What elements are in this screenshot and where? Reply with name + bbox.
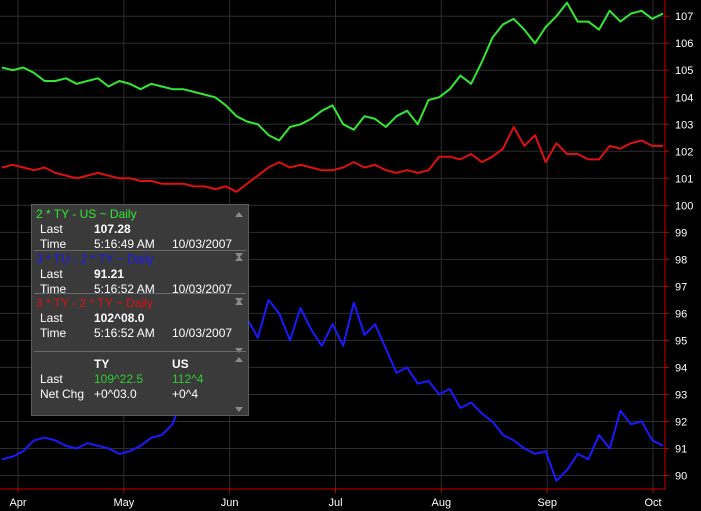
y-tick-label: 99 [675, 227, 687, 239]
series-3-time: 5:16:52 AM [94, 326, 155, 340]
series-line-3 [1, 126, 663, 193]
last-label: Last [40, 372, 63, 386]
expand-down-icon[interactable] [235, 253, 243, 258]
series-line-1 [1, 1, 664, 142]
ty-last-value: 109^22.5 [94, 372, 144, 386]
x-tick-label: Jul [328, 497, 342, 509]
chart-axes [0, 0, 669, 493]
series-1-time: 5:16:49 AM [94, 237, 155, 251]
time-label: Time [40, 326, 67, 340]
divider [34, 293, 246, 294]
x-tick-label: Aug [432, 497, 452, 509]
x-tick-label: Apr [9, 497, 26, 509]
collapse-up-icon[interactable] [235, 300, 243, 305]
us-net-chg-value: +0^4 [172, 387, 198, 401]
chart-series [1, 1, 664, 482]
series-3-last-value: 102^08.0 [94, 311, 145, 325]
y-tick-label: 103 [675, 119, 693, 131]
series-2-time: 5:16:52 AM [94, 282, 155, 296]
y-tick-label: 106 [675, 38, 693, 50]
axis-tick-labels: 90 91 92 93 94 95 96 97 98 99 100 101 102 103 104 105 10… [9, 11, 693, 509]
y-tick-label: 102 [675, 146, 693, 158]
series-2-title: 3 * TU - 2 * TY ~ Daily [36, 252, 154, 266]
y-tick-label: 93 [675, 389, 687, 401]
series-1-title: 2 * TY - US ~ Daily [36, 207, 137, 221]
series-3-title: 3 * TY - 2 * TY ~ Daily [36, 296, 153, 310]
y-tick-label: 105 [675, 65, 693, 77]
x-tick-label: Sep [537, 497, 557, 509]
series-2-date: 10/03/2007 [172, 282, 233, 296]
series-line-2 [1, 298, 664, 482]
divider [34, 351, 246, 352]
y-tick-label: 100 [675, 200, 693, 212]
net-chg-label: Net Chg [40, 387, 85, 401]
y-tick-label: 98 [675, 254, 687, 266]
series-3-date: 10/03/2007 [172, 326, 233, 340]
x-tick-label: Jun [221, 497, 239, 509]
last-label: Last [40, 267, 63, 281]
series-1-last-value: 107.28 [94, 222, 131, 236]
x-tick-label: May [113, 497, 134, 509]
y-tick-label: 96 [675, 308, 687, 320]
y-tick-label: 101 [675, 173, 693, 185]
expand-down-icon[interactable] [235, 348, 243, 353]
y-tick-label: 95 [675, 335, 687, 347]
time-label: Time [40, 282, 67, 296]
ty-net-chg-value: +0^03.0 [94, 387, 137, 401]
y-tick-label: 107 [675, 11, 693, 23]
collapse-up-icon[interactable] [235, 212, 243, 217]
data-window-panel[interactable]: 2 * TY - US ~ Daily Last 107.28 Time 5:16:… [31, 204, 249, 416]
y-tick-label: 92 [675, 416, 687, 428]
series-1-date: 10/03/2007 [172, 237, 233, 251]
last-label: Last [40, 311, 63, 325]
quote-col-us: US [172, 357, 189, 371]
y-tick-label: 97 [675, 281, 687, 293]
collapse-up-icon[interactable] [235, 256, 243, 261]
last-label: Last [40, 222, 63, 236]
expand-down-icon[interactable] [235, 407, 243, 412]
collapse-up-icon[interactable] [235, 357, 243, 362]
divider [34, 250, 246, 251]
quote-col-ty: TY [94, 357, 110, 371]
y-tick-label: 94 [675, 362, 687, 374]
us-last-value: 112^4 [172, 372, 204, 386]
series-2-last-value: 91.21 [94, 267, 125, 281]
y-tick-label: 90 [675, 470, 687, 482]
x-tick-label: Oct [644, 497, 661, 509]
y-tick-label: 104 [675, 92, 693, 104]
time-label: Time [40, 237, 67, 251]
y-tick-label: 91 [675, 443, 687, 455]
